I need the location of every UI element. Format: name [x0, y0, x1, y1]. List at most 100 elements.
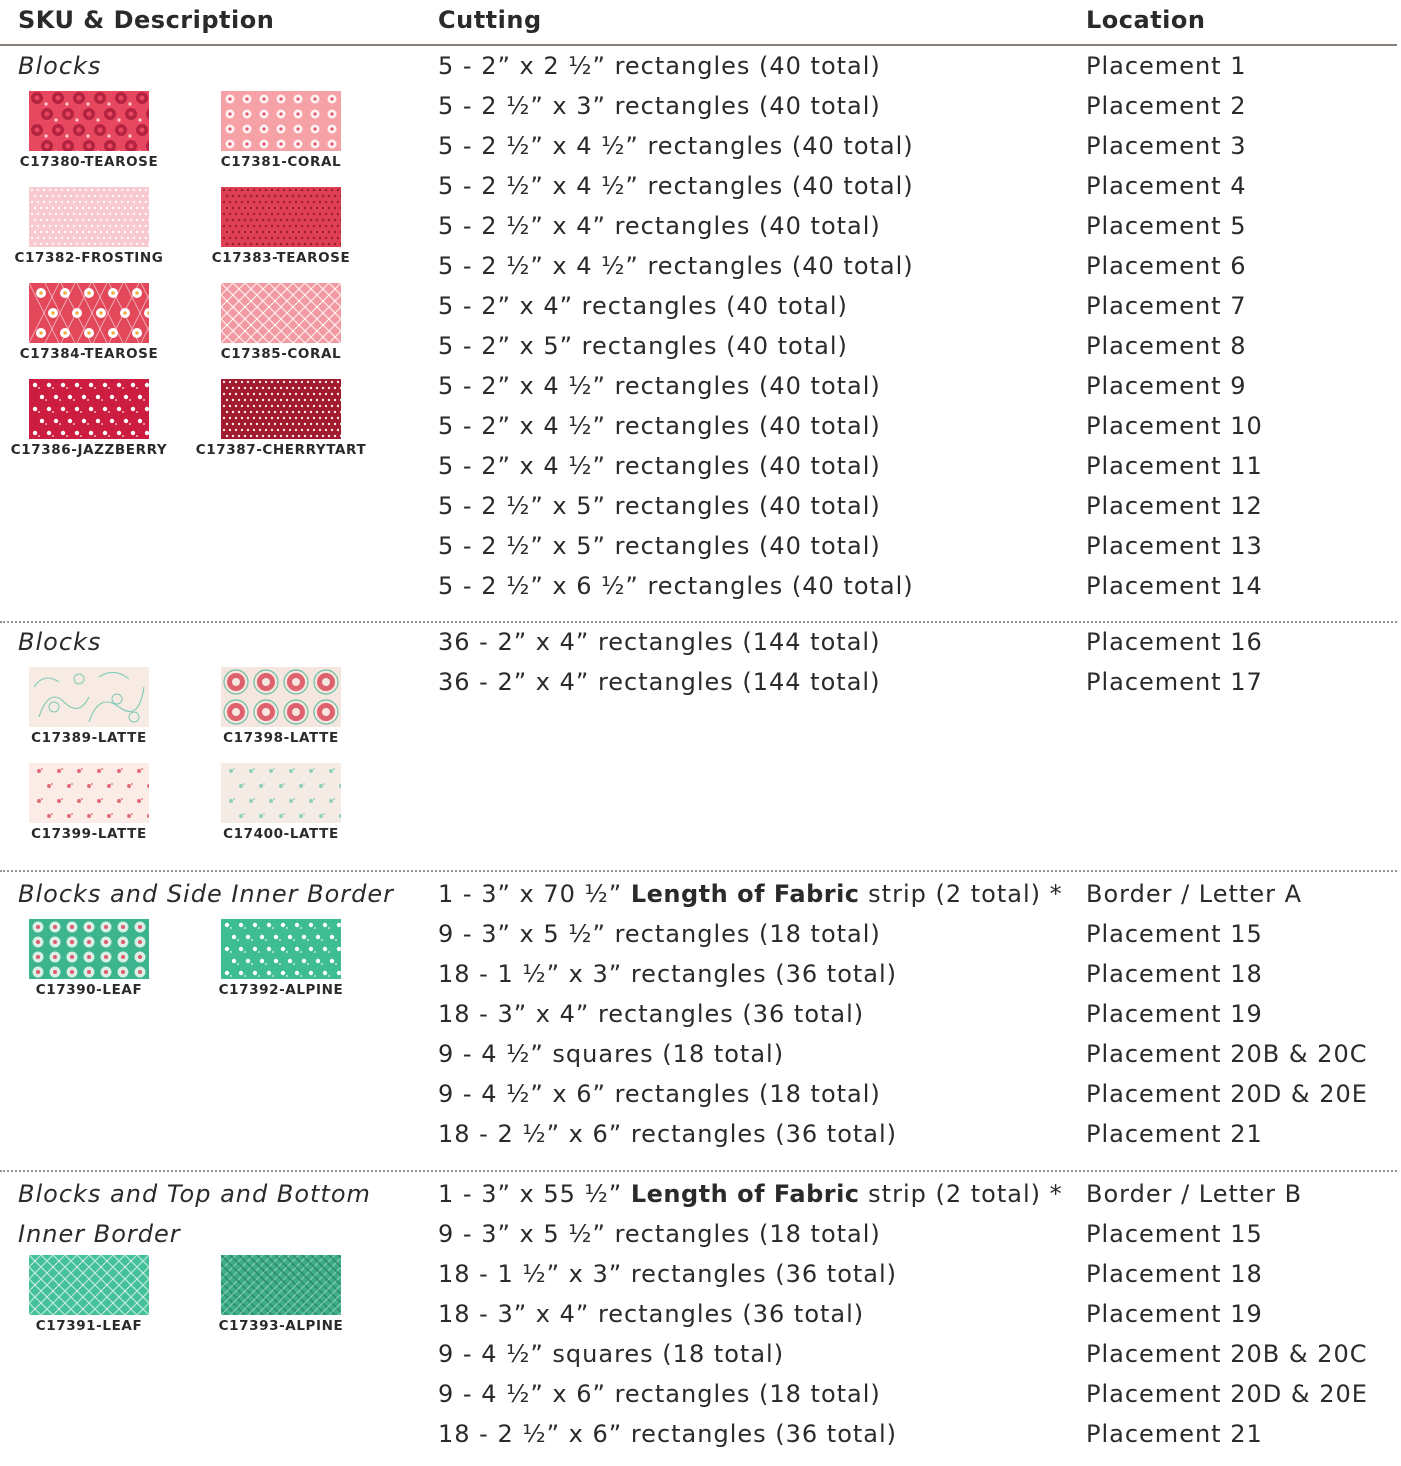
cutting-text: strip (2 total) * — [859, 1180, 1063, 1208]
cutting-instruction: 18 - 2 ½” x 6” rectangles (36 total) — [438, 1120, 898, 1148]
fabric-sku-label: C17390-LEAF — [35, 982, 143, 998]
fabric-sku-label: C17380-TEAROSE — [19, 154, 159, 170]
cutting-emphasis: Length of Fabric — [630, 1180, 860, 1208]
fabric-swatch-image — [221, 919, 341, 979]
placement-location: Placement 10 — [1086, 412, 1263, 440]
cutting-text: strip (2 total) * — [859, 880, 1063, 908]
fabric-swatch-image — [29, 667, 149, 727]
placement-location: Border / Letter B — [1086, 1180, 1303, 1208]
cutting-instruction: 5 - 2” x 4 ½” rectangles (40 total) — [438, 452, 881, 480]
cutting-instruction: 5 - 2” x 4 ½” rectangles (40 total) — [438, 372, 881, 400]
placement-location: Placement 18 — [1086, 960, 1263, 988]
placement-location: Placement 6 — [1086, 252, 1247, 280]
placement-location: Placement 2 — [1086, 92, 1247, 120]
placement-location: Placement 19 — [1086, 1000, 1263, 1028]
placement-location: Placement 21 — [1086, 1420, 1263, 1448]
placement-location: Placement 7 — [1086, 292, 1247, 320]
placement-location: Placement 19 — [1086, 1300, 1263, 1328]
fabric-swatch-image — [29, 379, 149, 439]
fabric-swatch-image — [29, 763, 149, 823]
placement-location: Placement 20D & 20E — [1086, 1080, 1368, 1108]
cutting-instruction: 9 - 3” x 5 ½” rectangles (18 total) — [438, 920, 881, 948]
cutting-instruction: 9 - 4 ½” squares (18 total) — [438, 1040, 785, 1068]
fabric-swatch-image — [221, 667, 341, 727]
fabric-sku-label: C17382-FROSTING — [14, 250, 164, 266]
cutting-instruction: 5 - 2 ½” x 3” rectangles (40 total) — [438, 92, 881, 120]
fabric-sku-label: C17381-CORAL — [220, 154, 342, 170]
fabric-swatch-image — [29, 283, 149, 343]
fabric-section: Blocks C17389-LATTE C17398-LATTE C17399-LAT… — [0, 622, 1397, 842]
placement-location: Border / Letter A — [1086, 880, 1303, 908]
section-divider — [0, 621, 1397, 623]
fabric-sku-label: C17387-CHERRYTART — [195, 442, 367, 458]
fabric-swatch-image — [29, 91, 149, 151]
fabric-swatch-image — [221, 283, 341, 343]
cutting-instruction: 5 - 2 ½” x 5” rectangles (40 total) — [438, 532, 881, 560]
table-header: SKU & Description Cutting Location — [0, 0, 1397, 46]
fabric-sku-label: C17385-CORAL — [220, 346, 342, 362]
cutting-instruction: 9 - 3” x 5 ½” rectangles (18 total) — [438, 1220, 881, 1248]
fabric-sku-label: C17398-LATTE — [223, 730, 339, 746]
fabric-swatch-image — [221, 763, 341, 823]
fabric-swatch-image — [221, 379, 341, 439]
cutting-text: 1 - 3” x 70 ½” — [438, 880, 631, 908]
fabric-sku-label: C17383-TEAROSE — [211, 250, 351, 266]
section-divider — [0, 870, 1397, 872]
section-title: Blocks — [18, 52, 102, 80]
placement-location: Placement 8 — [1086, 332, 1247, 360]
fabric-section: Blocks C17380-TEAROSE C17381-CORAL C17382-F… — [0, 46, 1397, 600]
cutting-instruction: 5 - 2” x 4” rectangles (40 total) — [438, 292, 848, 320]
header-sku-description: SKU & Description — [18, 6, 275, 34]
cutting-instruction: 18 - 3” x 4” rectangles (36 total) — [438, 1000, 865, 1028]
cutting-instruction: 5 - 2 ½” x 4 ½” rectangles (40 total) — [438, 172, 914, 200]
placement-location: Placement 9 — [1086, 372, 1247, 400]
cutting-instruction: 9 - 4 ½” x 6” rectangles (18 total) — [438, 1380, 881, 1408]
fabric-sku-label: C17389-LATTE — [31, 730, 147, 746]
placement-location: Placement 1 — [1086, 52, 1247, 80]
placement-location: Placement 17 — [1086, 668, 1263, 696]
placement-location: Placement 20B & 20C — [1086, 1340, 1368, 1368]
cutting-instruction: 18 - 1 ½” x 3” rectangles (36 total) — [438, 960, 898, 988]
cutting-instruction: 9 - 4 ½” squares (18 total) — [438, 1340, 785, 1368]
section-title: Blocks — [18, 628, 102, 656]
section-title: Blocks and Side Inner Border — [18, 880, 394, 908]
cutting-instruction: 5 - 2 ½” x 5” rectangles (40 total) — [438, 492, 881, 520]
cutting-instruction: 1 - 3” x 70 ½” Length of Fabric strip (2… — [438, 880, 1063, 908]
placement-location: Placement 15 — [1086, 1220, 1263, 1248]
header-location: Location — [1086, 6, 1206, 34]
cutting-instruction: 36 - 2” x 4” rectangles (144 total) — [438, 668, 881, 696]
fabric-sku-label: C17399-LATTE — [31, 826, 147, 842]
placement-location: Placement 12 — [1086, 492, 1263, 520]
cutting-instruction: 5 - 2 ½” x 6 ½” rectangles (40 total) — [438, 572, 914, 600]
cutting-instruction: 1 - 3” x 55 ½” Length of Fabric strip (2… — [438, 1180, 1063, 1208]
placement-location: Placement 14 — [1086, 572, 1263, 600]
fabric-sku-label: C17391-LEAF — [35, 1318, 143, 1334]
fabric-section: Blocks and Top and Bottom Inner Border C17… — [0, 1174, 1397, 1448]
placement-location: Placement 15 — [1086, 920, 1263, 948]
fabric-sku-label: C17400-LATTE — [223, 826, 339, 842]
cutting-instruction: 5 - 2 ½” x 4 ½” rectangles (40 total) — [438, 252, 914, 280]
fabric-sku-label: C17393-ALPINE — [218, 1318, 344, 1334]
section-title: Blocks and Top and Bottom — [18, 1180, 371, 1208]
fabric-swatch-image — [29, 187, 149, 247]
cutting-instruction: 18 - 1 ½” x 3” rectangles (36 total) — [438, 1260, 898, 1288]
cutting-instruction: 9 - 4 ½” x 6” rectangles (18 total) — [438, 1080, 881, 1108]
fabric-sku-label: C17392-ALPINE — [218, 982, 344, 998]
cutting-instruction: 5 - 2 ½” x 4 ½” rectangles (40 total) — [438, 132, 914, 160]
cutting-instruction: 5 - 2” x 2 ½” rectangles (40 total) — [438, 52, 881, 80]
cutting-instruction: 36 - 2” x 4” rectangles (144 total) — [438, 628, 881, 656]
placement-location: Placement 20D & 20E — [1086, 1380, 1368, 1408]
placement-location: Placement 18 — [1086, 1260, 1263, 1288]
cutting-emphasis: Length of Fabric — [630, 880, 860, 908]
fabric-swatch-image — [29, 1255, 149, 1315]
fabric-swatch-image — [29, 919, 149, 979]
placement-location: Placement 16 — [1086, 628, 1263, 656]
placement-location: Placement 11 — [1086, 452, 1263, 480]
cutting-instruction: 5 - 2 ½” x 4” rectangles (40 total) — [438, 212, 881, 240]
cutting-instruction: 18 - 2 ½” x 6” rectangles (36 total) — [438, 1420, 898, 1448]
placement-location: Placement 13 — [1086, 532, 1263, 560]
cutting-instruction: 5 - 2” x 4 ½” rectangles (40 total) — [438, 412, 881, 440]
fabric-sku-label: C17384-TEAROSE — [19, 346, 159, 362]
section-divider — [0, 1170, 1397, 1172]
placement-location: Placement 5 — [1086, 212, 1247, 240]
